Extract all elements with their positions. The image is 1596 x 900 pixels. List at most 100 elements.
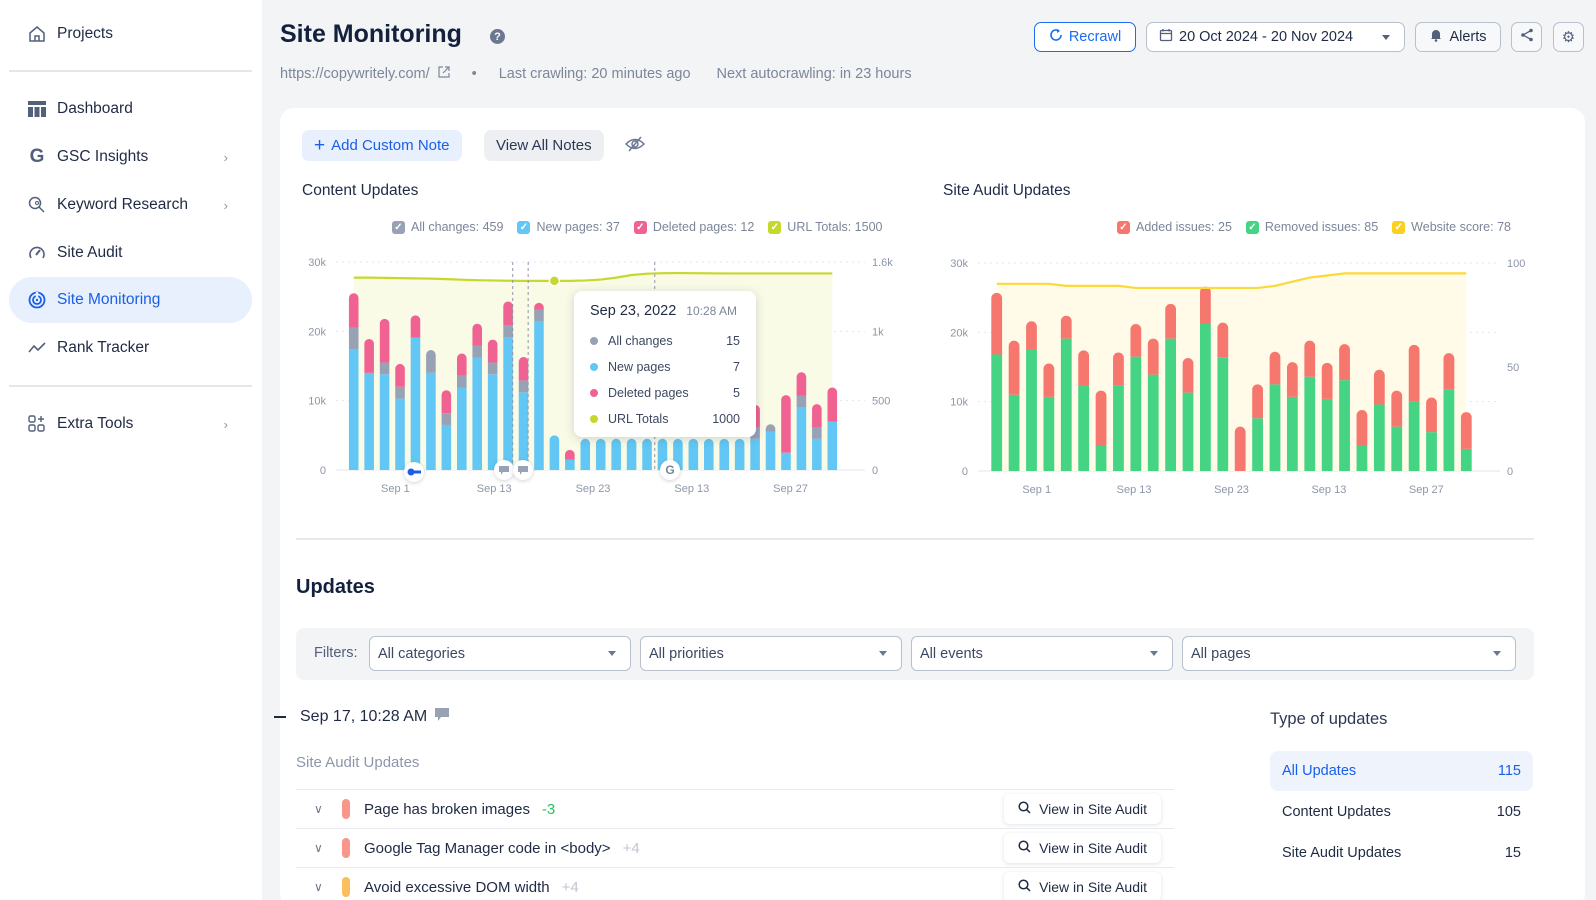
sidebar-item-keyword-research[interactable]: Keyword Research › bbox=[9, 182, 252, 228]
type-site-audit-updates[interactable]: Site Audit Updates 15 bbox=[1282, 845, 1521, 861]
chevron-right-icon: › bbox=[223, 149, 228, 165]
chevron-down-icon[interactable]: ∨ bbox=[314, 880, 323, 894]
bar-segment-deleted-pages bbox=[827, 387, 838, 422]
legend-new-pages[interactable]: ✓ New pages: 37 bbox=[517, 220, 620, 234]
checkbox-icon: ✓ bbox=[392, 220, 405, 234]
y-tick-label: 0 bbox=[320, 465, 326, 477]
priority-filter-select[interactable]: All priorities bbox=[640, 636, 902, 671]
bar-segment-added-issues bbox=[1217, 322, 1229, 358]
category-filter-select[interactable]: All categories bbox=[369, 636, 631, 671]
sidebar-item-projects[interactable]: Projects bbox=[9, 11, 252, 57]
site-url-link[interactable]: https://copywritely.com/ bbox=[280, 66, 430, 82]
bar-segment-added-issues bbox=[1130, 324, 1142, 357]
share-button[interactable] bbox=[1511, 22, 1542, 52]
legend-website-score[interactable]: ✓ Website score: 78 bbox=[1392, 220, 1511, 234]
bar-segment-all-changes bbox=[765, 424, 776, 432]
event-filter-select[interactable]: All events bbox=[911, 636, 1173, 671]
comment-note-marker[interactable] bbox=[513, 460, 533, 480]
y2-tick-label: 500 bbox=[872, 396, 890, 408]
update-group-header[interactable]: Sep 17, 10:28 AM bbox=[274, 708, 450, 726]
key-note-marker[interactable] bbox=[404, 462, 424, 482]
type-all-updates[interactable]: All Updates 115 bbox=[1270, 751, 1533, 791]
legend-all-changes[interactable]: ✓ All changes: 459 bbox=[392, 220, 503, 234]
search-icon bbox=[1018, 879, 1031, 895]
bar-segment-removed-issues bbox=[1078, 385, 1090, 471]
bar-segment-added-issues bbox=[1113, 352, 1124, 386]
sidebar-item-label: GSC Insights bbox=[57, 148, 149, 165]
settings-button[interactable]: ⚙ bbox=[1553, 22, 1584, 52]
recrawl-button[interactable]: Recrawl bbox=[1034, 22, 1136, 52]
bar-segment-added-issues bbox=[1182, 357, 1194, 393]
sidebar-item-rank-tracker[interactable]: Rank Tracker bbox=[9, 325, 252, 371]
view-in-site-audit-button[interactable]: View in Site Audit bbox=[1004, 872, 1161, 900]
bar-segment-deleted-pages bbox=[812, 404, 822, 428]
search-icon bbox=[1018, 801, 1031, 817]
bar-segment-added-issues bbox=[1426, 397, 1437, 433]
alerts-button[interactable]: Alerts bbox=[1415, 22, 1501, 52]
y-tick-label: 10k bbox=[950, 397, 968, 409]
sidebar-item-site-monitoring[interactable]: Site Monitoring bbox=[9, 277, 252, 323]
update-row[interactable]: ∨ Google Tag Manager code in <body> +4 V… bbox=[296, 828, 1174, 867]
calendar-icon bbox=[1159, 28, 1173, 46]
bar-segment-new-pages bbox=[487, 374, 498, 470]
comment-note-marker[interactable] bbox=[494, 460, 514, 480]
bar-segment-new-pages bbox=[503, 337, 513, 470]
bar-segment-new-pages bbox=[626, 438, 637, 470]
bar-segment-deleted-pages bbox=[364, 338, 374, 373]
caret-down-icon bbox=[1150, 651, 1158, 656]
external-link-icon[interactable] bbox=[438, 66, 450, 82]
bar-segment-removed-issues bbox=[1130, 356, 1142, 471]
bar-segment-new-pages bbox=[364, 372, 374, 470]
view-in-site-audit-button[interactable]: View in Site Audit bbox=[1004, 794, 1161, 824]
chevron-right-icon: › bbox=[223, 416, 228, 432]
bar-segment-new-pages bbox=[441, 424, 452, 470]
bar-segment-removed-issues bbox=[991, 354, 1003, 471]
view-in-site-audit-button[interactable]: View in Site Audit bbox=[1004, 833, 1161, 863]
y-tick-label: 20k bbox=[950, 327, 968, 339]
bar-segment-new-pages bbox=[642, 438, 652, 470]
delta-badge: +4 bbox=[622, 839, 640, 857]
help-icon[interactable]: ? bbox=[490, 29, 505, 44]
legend-url-totals[interactable]: ✓ URL Totals: 1500 bbox=[768, 220, 883, 234]
bar-segment-all-changes bbox=[487, 362, 498, 375]
trend-icon bbox=[27, 338, 47, 358]
x-tick-label: Sep 1 bbox=[381, 483, 410, 495]
filters-label: Filters: bbox=[314, 645, 358, 661]
site-audit-updates-title: Site Audit Updates bbox=[943, 182, 1071, 199]
bar-segment-new-pages bbox=[734, 438, 745, 470]
radar-icon bbox=[27, 290, 47, 310]
legend-added-issues[interactable]: ✓ Added issues: 25 bbox=[1117, 220, 1232, 234]
sidebar-item-extra-tools[interactable]: Extra Tools › bbox=[9, 401, 252, 447]
x-tick-label: Sep 13 bbox=[1117, 484, 1152, 496]
update-row[interactable]: ∨ Page has broken images -3 View in Site… bbox=[296, 789, 1174, 828]
x-tick-label: Sep 27 bbox=[1409, 484, 1444, 496]
hide-notes-icon[interactable] bbox=[624, 135, 646, 158]
bar-segment-removed-issues bbox=[1200, 324, 1211, 471]
page-filter-select[interactable]: All pages bbox=[1182, 636, 1516, 671]
legend-deleted-pages[interactable]: ✓ Deleted pages: 12 bbox=[633, 220, 754, 234]
bar-segment-new-pages bbox=[518, 392, 529, 470]
x-tick-label: Sep 1 bbox=[1022, 484, 1051, 496]
date-range-picker[interactable]: 20 Oct 2024 - 20 Nov 2024 bbox=[1146, 22, 1405, 52]
legend-removed-issues[interactable]: ✓ Removed issues: 85 bbox=[1245, 220, 1378, 234]
bar-segment-new-pages bbox=[395, 398, 405, 470]
add-custom-note-button[interactable]: + Add Custom Note bbox=[302, 130, 462, 161]
update-row[interactable]: ∨ Avoid excessive DOM width +4 View in S… bbox=[296, 867, 1174, 900]
priority-indicator bbox=[342, 799, 350, 819]
group-datetime: Sep 17, 10:28 AM bbox=[300, 708, 428, 725]
plus-icon: + bbox=[314, 135, 326, 156]
count: 115 bbox=[1497, 763, 1521, 779]
google-update-marker[interactable]: G bbox=[660, 460, 680, 480]
sidebar-item-dashboard[interactable]: Dashboard bbox=[9, 86, 252, 132]
type-content-updates[interactable]: Content Updates 105 bbox=[1282, 804, 1521, 820]
sidebar-item-gsc-insights[interactable]: G GSC Insights › bbox=[9, 134, 252, 180]
sidebar-item-site-audit[interactable]: Site Audit bbox=[9, 230, 252, 276]
bar-segment-removed-issues bbox=[1182, 392, 1194, 471]
bar-segment-removed-issues bbox=[1269, 384, 1281, 471]
chevron-down-icon[interactable]: ∨ bbox=[314, 802, 323, 816]
caret-down-icon bbox=[1493, 651, 1501, 656]
collapse-icon[interactable] bbox=[274, 716, 286, 718]
chevron-down-icon[interactable]: ∨ bbox=[314, 841, 323, 855]
comment-icon[interactable] bbox=[435, 708, 450, 726]
view-all-notes-button[interactable]: View All Notes bbox=[484, 130, 604, 161]
